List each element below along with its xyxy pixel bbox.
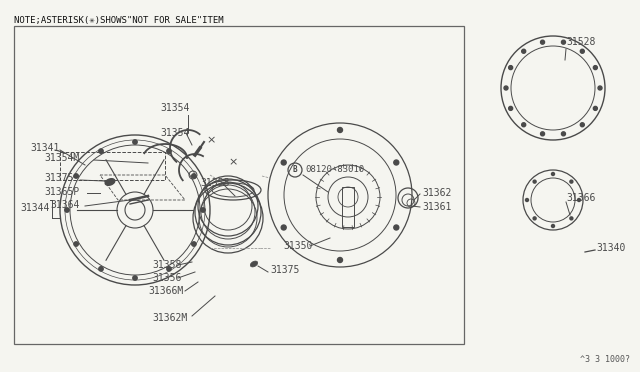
Text: ^3 3 1000?: ^3 3 1000? [580,355,630,364]
Circle shape [522,123,525,127]
Text: 31362: 31362 [422,188,451,198]
Circle shape [552,173,554,176]
Circle shape [570,180,573,183]
Circle shape [281,160,286,165]
Circle shape [192,242,196,246]
Circle shape [552,224,554,228]
Text: 31358: 31358 [200,178,229,188]
Circle shape [133,140,137,144]
Circle shape [74,174,78,178]
Circle shape [99,267,103,271]
Circle shape [533,217,536,220]
Circle shape [580,49,584,53]
Circle shape [570,217,573,220]
Ellipse shape [250,261,258,267]
Text: 31354: 31354 [160,103,189,113]
Circle shape [133,276,137,280]
Text: ×: × [206,135,216,145]
Text: 31354: 31354 [160,128,189,138]
Ellipse shape [105,179,115,185]
Circle shape [525,199,529,202]
Circle shape [561,132,566,136]
Circle shape [509,106,513,110]
Circle shape [167,267,172,271]
Circle shape [522,49,525,53]
Text: 31364: 31364 [50,200,79,210]
Circle shape [201,208,205,212]
Circle shape [541,132,545,136]
Circle shape [99,149,103,153]
Circle shape [281,225,286,230]
Text: ×: × [228,157,237,167]
Circle shape [337,257,342,263]
Text: 31350: 31350 [283,241,312,251]
Circle shape [394,160,399,165]
Text: 31366: 31366 [566,193,595,203]
Circle shape [74,242,78,246]
Bar [342,187,354,227]
Text: 31344: 31344 [20,203,49,213]
Circle shape [65,208,69,212]
Circle shape [192,174,196,178]
Circle shape [337,128,342,132]
Text: 31366M: 31366M [148,286,183,296]
Circle shape [504,86,508,90]
Circle shape [593,106,597,110]
Circle shape [598,86,602,90]
Circle shape [577,199,580,202]
Text: NOTE;ASTERISK(✳)SHOWS"NOT FOR SALE"ITEM: NOTE;ASTERISK(✳)SHOWS"NOT FOR SALE"ITEM [14,16,223,25]
Text: 31375: 31375 [270,265,300,275]
Text: 31354M: 31354M [44,153,79,163]
Text: 31375: 31375 [44,173,74,183]
Text: 08120-83010: 08120-83010 [305,166,364,174]
Text: 31358: 31358 [152,260,181,270]
Circle shape [509,65,513,70]
Text: 31365P: 31365P [44,187,79,197]
Circle shape [167,149,171,153]
Text: 31340: 31340 [596,243,625,253]
Bar [14,26,464,344]
Text: 31361: 31361 [422,202,451,212]
Text: 31362M: 31362M [152,313,188,323]
Circle shape [394,225,399,230]
Circle shape [541,40,545,44]
Circle shape [561,40,566,44]
Text: B: B [292,166,298,174]
Circle shape [593,65,597,70]
Text: 31341: 31341 [30,143,60,153]
Text: 31356: 31356 [152,273,181,283]
Text: 31528: 31528 [566,37,595,47]
Bar [60,152,165,180]
Circle shape [580,123,584,127]
Circle shape [533,180,536,183]
